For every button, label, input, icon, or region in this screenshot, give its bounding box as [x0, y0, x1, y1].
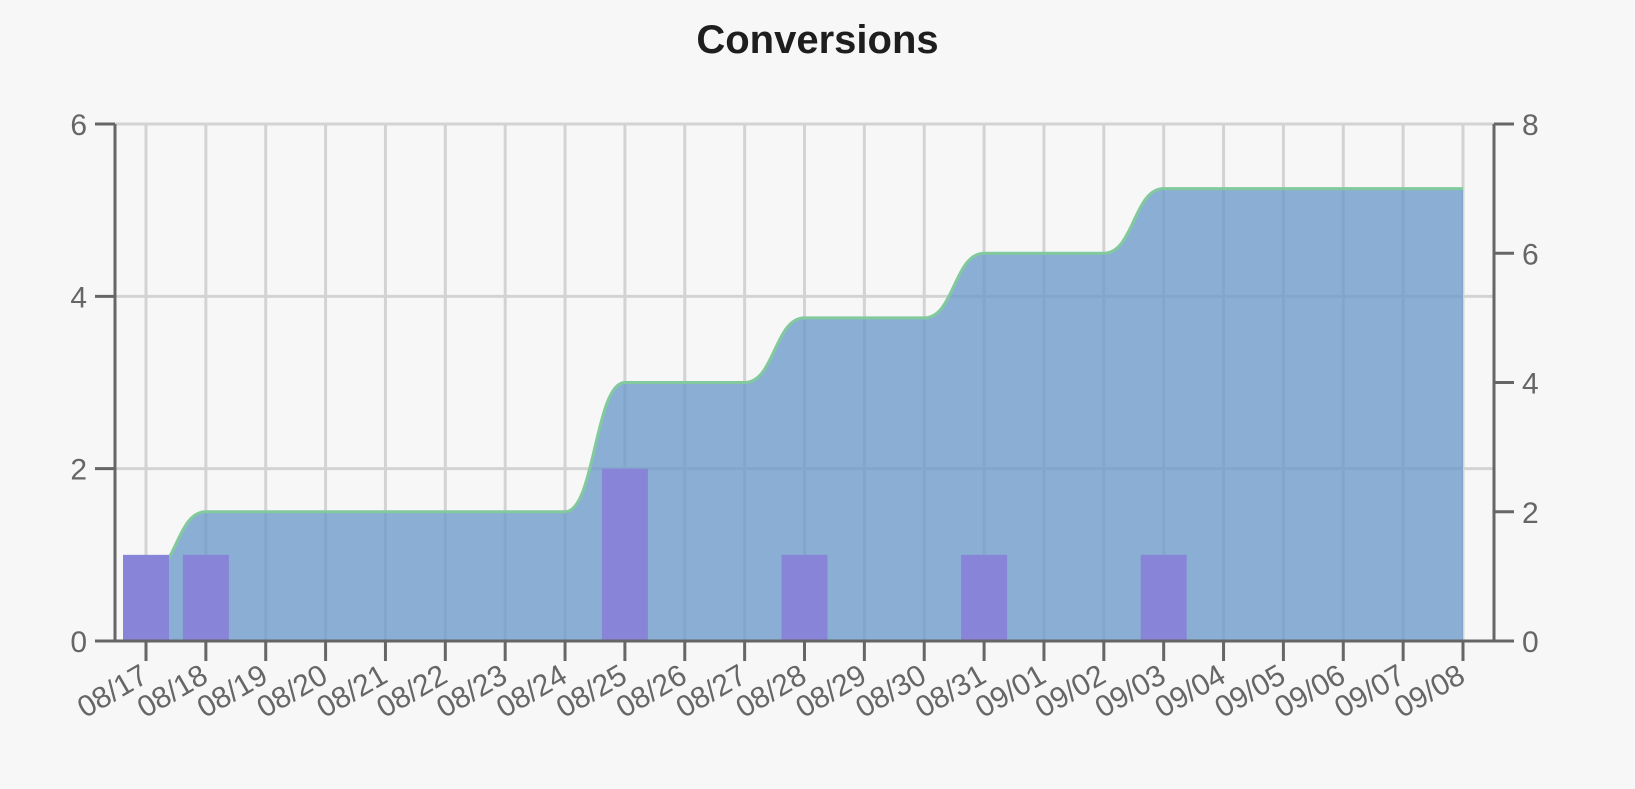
left-tick-label: 0 [70, 626, 87, 659]
x-tick-label: 09/08 [1389, 658, 1471, 724]
bar-09-03 [1140, 554, 1187, 641]
right-tick-label: 2 [1522, 497, 1539, 530]
bar-08-25 [601, 468, 648, 641]
cumulative-line [145, 187, 1463, 578]
bar-08-31 [961, 554, 1008, 641]
cumulative-area [146, 188, 1463, 641]
left-tick-label: 6 [70, 109, 87, 142]
left-tick-label: 2 [70, 454, 87, 487]
right-tick-label: 4 [1522, 368, 1539, 401]
left-tick-label: 4 [70, 281, 87, 314]
right-tick-label: 6 [1522, 238, 1539, 271]
bar-08-18 [182, 554, 229, 641]
bar-08-17 [123, 554, 169, 641]
chart-title: Conversions [696, 18, 939, 62]
right-tick-label: 0 [1522, 626, 1539, 659]
right-tick-label: 8 [1522, 109, 1539, 142]
bar-series [123, 468, 1187, 641]
bar-08-28 [781, 554, 828, 641]
